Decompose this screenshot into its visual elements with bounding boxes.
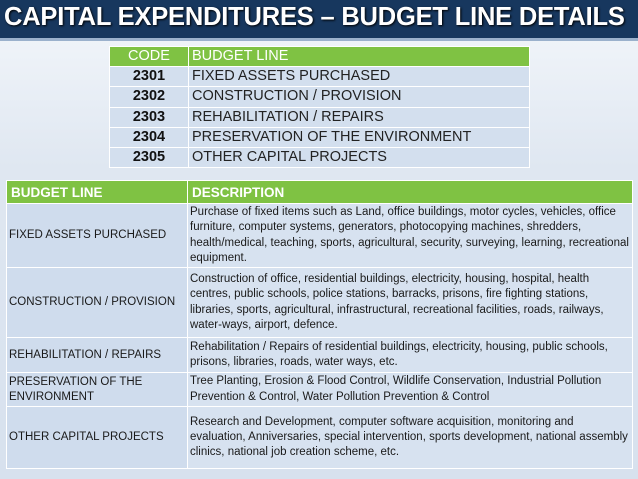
code-cell: 2301 <box>109 66 189 88</box>
code-table-row: 2302 CONSTRUCTION / PROVISION <box>109 86 530 108</box>
title-bar: CAPITAL EXPENDITURES – BUDGET LINE DETAI… <box>0 0 638 38</box>
description-column-header: DESCRIPTION <box>187 180 633 204</box>
description-cell: Tree Planting, Erosion & Flood Control, … <box>187 372 633 407</box>
code-column-header: CODE <box>109 45 189 68</box>
code-cell: 2303 <box>109 106 189 128</box>
budget-line-cell: FIXED ASSETS PURCHASED <box>6 203 188 268</box>
details-table: BUDGET LINE DESCRIPTION FIXED ASSETS PUR… <box>6 180 633 469</box>
description-cell: Research and Development, computer softw… <box>187 406 633 469</box>
description-cell: Construction of office, residential buil… <box>187 267 633 338</box>
code-table-row: 2305 OTHER CAPITAL PROJECTS <box>109 146 530 169</box>
code-table-row: 2304 PRESERVATION OF THE ENVIRONMENT <box>109 126 530 148</box>
description-cell: Purchase of fixed items such as Land, of… <box>187 203 633 268</box>
budget-line-cell: OTHER CAPITAL PROJECTS <box>6 406 188 469</box>
details-table-row: CONSTRUCTION / PROVISION Construction of… <box>6 267 633 338</box>
budget-line-cell: PRESERVATION OF THE ENVIRONMENT <box>188 126 530 148</box>
code-table-header-row: CODE BUDGET LINE <box>109 45 530 68</box>
details-table-row: OTHER CAPITAL PROJECTS Research and Deve… <box>6 406 633 469</box>
title-underline <box>0 38 638 41</box>
budget-line-cell: REHABILITATION / REPAIRS <box>188 106 530 128</box>
details-table-row: FIXED ASSETS PURCHASED Purchase of fixed… <box>6 203 633 268</box>
code-cell: 2302 <box>109 86 189 108</box>
budget-line-cell: OTHER CAPITAL PROJECTS <box>188 146 530 169</box>
slide-title: CAPITAL EXPENDITURES – BUDGET LINE DETAI… <box>4 3 625 31</box>
budget-line-column-header: BUDGET LINE <box>188 45 530 68</box>
budget-line-cell: PRESERVATION OF THE ENVIRONMENT <box>6 372 188 407</box>
code-table-row: 2303 REHABILITATION / REPAIRS <box>109 106 530 128</box>
budget-line-cell: FIXED ASSETS PURCHASED <box>188 66 530 88</box>
code-table-row: 2301 FIXED ASSETS PURCHASED <box>109 66 530 88</box>
budget-line-cell: CONSTRUCTION / PROVISION <box>188 86 530 108</box>
code-cell: 2305 <box>109 146 189 169</box>
details-table-header-row: BUDGET LINE DESCRIPTION <box>6 180 633 204</box>
budget-line-column-header: BUDGET LINE <box>6 180 188 204</box>
code-table: CODE BUDGET LINE 2301 FIXED ASSETS PURCH… <box>109 45 530 169</box>
budget-line-cell: REHABILITATION / REPAIRS <box>6 337 188 373</box>
details-table-row: PRESERVATION OF THE ENVIRONMENT Tree Pla… <box>6 372 633 407</box>
budget-line-cell: CONSTRUCTION / PROVISION <box>6 267 188 338</box>
description-cell: Rehabilitation / Repairs of residential … <box>187 337 633 373</box>
details-table-row: REHABILITATION / REPAIRS Rehabilitation … <box>6 337 633 373</box>
code-cell: 2304 <box>109 126 189 148</box>
